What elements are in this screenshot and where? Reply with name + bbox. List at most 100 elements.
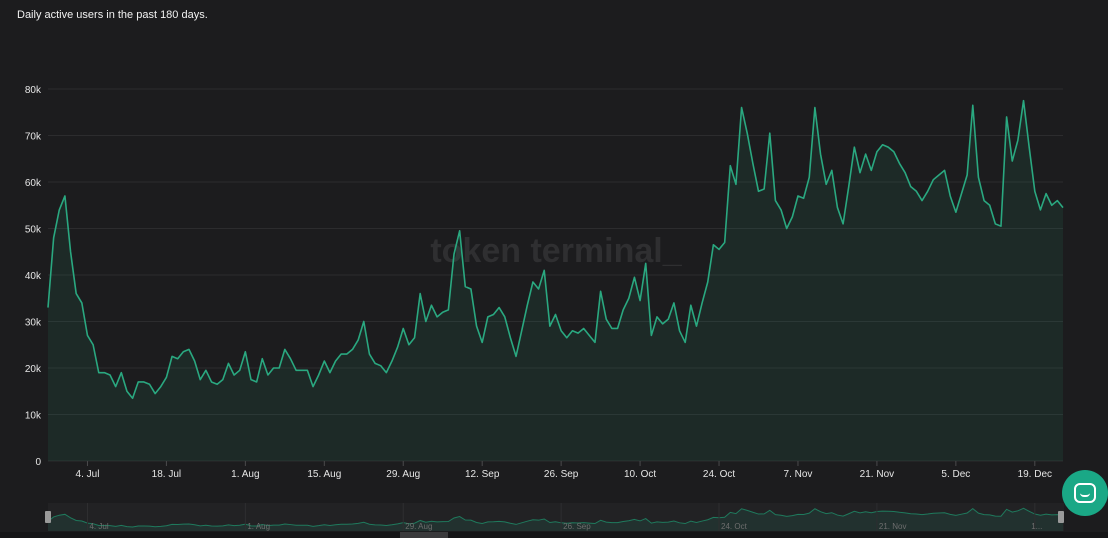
data-point[interactable] (921, 199, 923, 201)
data-point[interactable] (182, 351, 184, 353)
data-point[interactable] (205, 369, 207, 371)
data-point[interactable] (938, 174, 940, 176)
data-point[interactable] (966, 174, 968, 176)
data-point[interactable] (58, 209, 60, 211)
data-point[interactable] (233, 374, 235, 376)
data-point[interactable] (509, 337, 511, 339)
data-point[interactable] (1022, 99, 1024, 101)
data-point[interactable] (678, 330, 680, 332)
data-point[interactable] (864, 153, 866, 155)
data-point[interactable] (537, 288, 539, 290)
data-point[interactable] (926, 190, 928, 192)
data-point[interactable] (932, 178, 934, 180)
data-point[interactable] (464, 285, 466, 287)
data-point[interactable] (645, 262, 647, 264)
data-point[interactable] (396, 346, 398, 348)
data-point[interactable] (199, 378, 201, 380)
data-point[interactable] (306, 369, 308, 371)
data-point[interactable] (949, 195, 951, 197)
data-point[interactable] (1011, 160, 1013, 162)
data-point[interactable] (346, 353, 348, 355)
data-point[interactable] (255, 381, 257, 383)
data-point[interactable] (701, 302, 703, 304)
data-point[interactable] (317, 374, 319, 376)
data-point[interactable] (515, 355, 517, 357)
data-point[interactable] (193, 360, 195, 362)
data-point[interactable] (667, 318, 669, 320)
chat-launcher-button[interactable] (1062, 470, 1108, 516)
data-point[interactable] (955, 211, 957, 213)
data-point[interactable] (171, 355, 173, 357)
data-point[interactable] (566, 337, 568, 339)
navigator-right-handle[interactable] (1058, 511, 1064, 523)
data-point[interactable] (413, 337, 415, 339)
data-point[interactable] (988, 204, 990, 206)
data-point[interactable] (81, 302, 83, 304)
navigator-scrollbar[interactable] (0, 532, 1108, 538)
data-point[interactable] (808, 176, 810, 178)
data-point[interactable] (532, 281, 534, 283)
navigator-scrollbar-thumb[interactable] (400, 532, 448, 538)
data-point[interactable] (887, 146, 889, 148)
data-point[interactable] (340, 353, 342, 355)
data-point[interactable] (504, 316, 506, 318)
data-point[interactable] (571, 330, 573, 332)
data-point[interactable] (707, 281, 709, 283)
data-point[interactable] (244, 351, 246, 353)
data-point[interactable] (910, 185, 912, 187)
data-point[interactable] (374, 362, 376, 364)
data-point[interactable] (154, 392, 156, 394)
data-point[interactable] (131, 397, 133, 399)
data-point[interactable] (272, 367, 274, 369)
data-point[interactable] (379, 364, 381, 366)
data-point[interactable] (216, 383, 218, 385)
data-point[interactable] (385, 371, 387, 373)
data-point[interactable] (588, 334, 590, 336)
data-point[interactable] (656, 316, 658, 318)
navigator-left-handle[interactable] (45, 511, 51, 523)
data-point[interactable] (797, 195, 799, 197)
data-point[interactable] (419, 292, 421, 294)
data-point[interactable] (481, 341, 483, 343)
data-point[interactable] (1034, 190, 1036, 192)
data-point[interactable] (1051, 204, 1053, 206)
data-point[interactable] (554, 313, 556, 315)
data-point[interactable] (859, 172, 861, 174)
data-point[interactable] (250, 378, 252, 380)
data-point[interactable] (526, 304, 528, 306)
data-point[interactable] (227, 362, 229, 364)
data-point[interactable] (1056, 199, 1058, 201)
data-point[interactable] (994, 223, 996, 225)
data-point[interactable] (673, 302, 675, 304)
data-point[interactable] (802, 197, 804, 199)
data-point[interactable] (351, 348, 353, 350)
data-point[interactable] (740, 106, 742, 108)
data-point[interactable] (943, 169, 945, 171)
data-point[interactable] (487, 316, 489, 318)
data-point[interactable] (729, 165, 731, 167)
data-point[interactable] (848, 185, 850, 187)
data-point[interactable] (977, 176, 979, 178)
data-point[interactable] (780, 209, 782, 211)
data-point[interactable] (425, 320, 427, 322)
data-point[interactable] (430, 304, 432, 306)
data-point[interactable] (814, 106, 816, 108)
data-point[interactable] (458, 230, 460, 232)
data-point[interactable] (628, 297, 630, 299)
data-point[interactable] (876, 151, 878, 153)
data-point[interactable] (98, 371, 100, 373)
data-point[interactable] (261, 358, 263, 360)
data-point[interactable] (684, 341, 686, 343)
data-point[interactable] (712, 244, 714, 246)
data-point[interactable] (763, 188, 765, 190)
data-point[interactable] (746, 132, 748, 134)
data-point[interactable] (661, 323, 663, 325)
data-point[interactable] (695, 325, 697, 327)
data-point[interactable] (1005, 116, 1007, 118)
data-point[interactable] (126, 390, 128, 392)
data-point[interactable] (881, 144, 883, 146)
data-point[interactable] (442, 311, 444, 313)
data-point[interactable] (718, 248, 720, 250)
data-point[interactable] (239, 369, 241, 371)
data-point[interactable] (69, 251, 71, 253)
